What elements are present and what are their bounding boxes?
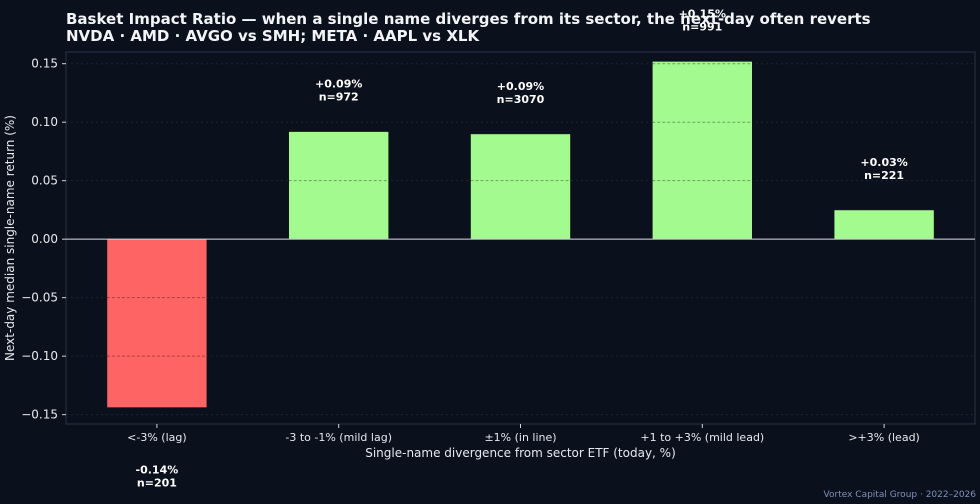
- title-line-2: NVDA · AMD · AVGO vs SMH; META · AAPL vs…: [66, 27, 480, 45]
- bar: [833, 209, 935, 240]
- bar: [106, 238, 208, 408]
- x-tick-label: +1 to +3% (mild lead): [640, 431, 764, 444]
- title-line-1: Basket Impact Ratio — when a single name…: [66, 10, 871, 28]
- bar: [288, 131, 390, 240]
- bar-count-label: n=221: [864, 169, 904, 182]
- bar-value-label: -0.14%: [136, 464, 179, 477]
- footer-credit: Vortex Capital Group · 2022–2026: [823, 490, 976, 500]
- y-tick-label: 0.00: [31, 232, 58, 246]
- y-tick-label: −0.15: [21, 408, 58, 422]
- chart-title: Basket Impact Ratio — when a single name…: [66, 11, 871, 45]
- x-axis-label: Single-name divergence from sector ETF (…: [365, 446, 676, 460]
- x-tick-label: ±1% (in line): [484, 431, 556, 444]
- y-tick-label: 0.15: [31, 57, 58, 71]
- y-tick-label: −0.05: [21, 291, 58, 305]
- bar: [651, 61, 753, 240]
- y-axis-label: Next-day median single-name return (%): [3, 115, 17, 361]
- bar-value-label: +0.03%: [860, 156, 907, 169]
- y-tick-label: −0.10: [21, 349, 58, 363]
- bar-value-label: +0.15%: [679, 7, 726, 20]
- x-tick-label: >+3% (lead): [848, 431, 920, 444]
- y-tick-label: 0.05: [31, 174, 58, 188]
- bar-value-label: +0.09%: [315, 78, 362, 91]
- bar-count-label: n=972: [319, 91, 359, 104]
- bar-count-label: n=991: [682, 20, 722, 33]
- bar-count-label: n=201: [137, 477, 177, 490]
- bar: [470, 133, 571, 240]
- bar-value-label: +0.09%: [497, 80, 544, 93]
- bar-count-label: n=3070: [497, 93, 545, 106]
- x-tick-label: <-3% (lag): [127, 431, 187, 444]
- x-tick-label: -3 to -1% (mild lag): [285, 431, 392, 444]
- y-tick-label: 0.10: [31, 115, 58, 129]
